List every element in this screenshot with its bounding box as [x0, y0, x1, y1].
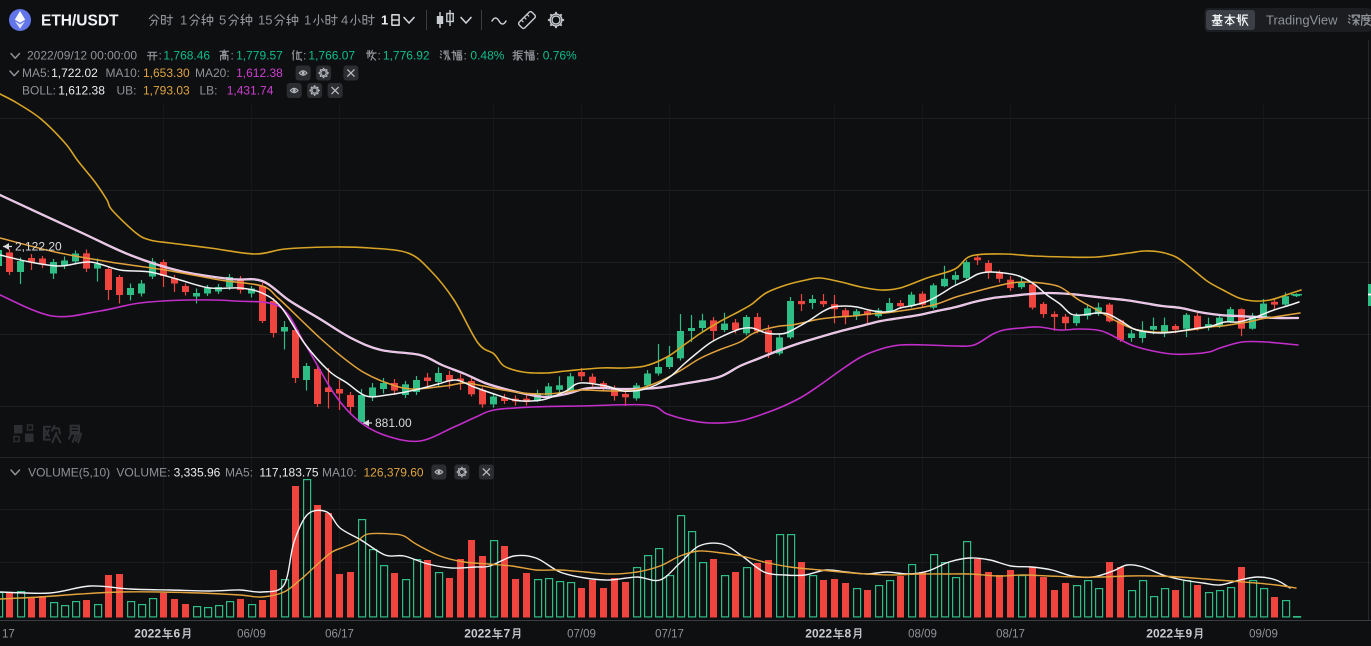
svg-text:MA10:: MA10:: [106, 66, 141, 80]
svg-text:5: 5: [219, 13, 226, 28]
svg-text:8: 8: [845, 627, 852, 641]
svg-text:117,183.75: 117,183.75: [259, 466, 318, 480]
svg-text:2022: 2022: [134, 627, 161, 641]
svg-text:1: 1: [381, 13, 388, 28]
svg-text:2022: 2022: [1146, 627, 1173, 641]
svg-text:2022/09/12 00:00:00: 2022/09/12 00:00:00: [27, 49, 137, 63]
svg-text:1,779.57: 1,779.57: [236, 49, 283, 63]
svg-text:1,793.03: 1,793.03: [143, 84, 190, 98]
svg-text:1: 1: [304, 13, 311, 28]
svg-text:MA20:: MA20:: [195, 66, 230, 80]
svg-text:1,768.46: 1,768.46: [163, 49, 210, 63]
svg-text:08/17: 08/17: [996, 629, 1025, 641]
svg-text:1,766.07: 1,766.07: [308, 49, 355, 63]
svg-text:09/09: 09/09: [1249, 629, 1278, 641]
svg-text::: :: [303, 49, 306, 63]
svg-text:1,612.38: 1,612.38: [236, 66, 283, 80]
svg-text:1,431.74: 1,431.74: [227, 84, 274, 98]
svg-text:MA5:: MA5:: [22, 66, 50, 80]
svg-text:1,722.02: 1,722.02: [51, 66, 98, 80]
svg-text:07/09: 07/09: [567, 629, 596, 641]
svg-text:06/17: 06/17: [325, 629, 354, 641]
svg-text:LB:: LB:: [200, 84, 218, 98]
svg-text:UB:: UB:: [117, 84, 137, 98]
svg-text::: :: [464, 49, 467, 63]
svg-text:06/09: 06/09: [237, 629, 266, 641]
svg-text:881.00: 881.00: [375, 416, 412, 430]
svg-text:7: 7: [504, 627, 511, 641]
svg-text:126,379.60: 126,379.60: [364, 466, 424, 480]
svg-text:ETH/USDT: ETH/USDT: [41, 13, 119, 30]
svg-text:17: 17: [2, 629, 15, 641]
svg-text:9: 9: [1186, 627, 1193, 641]
svg-text:2,122.20: 2,122.20: [15, 240, 62, 254]
svg-text:4: 4: [341, 13, 348, 28]
svg-text:1: 1: [180, 13, 187, 28]
svg-text:MA5:: MA5:: [225, 466, 253, 480]
svg-text:VOLUME(5,10): VOLUME(5,10): [28, 466, 110, 480]
svg-text:BOLL:: BOLL:: [22, 84, 56, 98]
svg-text:MA10:: MA10:: [322, 466, 357, 480]
svg-text:TradingView: TradingView: [1266, 13, 1338, 28]
svg-text:0.76%: 0.76%: [543, 49, 577, 63]
svg-text::: :: [159, 49, 162, 63]
svg-text:VOLUME:: VOLUME:: [116, 466, 170, 480]
svg-text:1,653.30: 1,653.30: [143, 66, 190, 80]
svg-text:2022: 2022: [464, 627, 491, 641]
svg-text::: :: [378, 49, 381, 63]
svg-text:2022: 2022: [805, 627, 832, 641]
svg-text:3,335.96: 3,335.96: [174, 466, 221, 480]
svg-text::: :: [231, 49, 234, 63]
svg-text::: :: [536, 49, 539, 63]
svg-text:07/17: 07/17: [655, 629, 684, 641]
svg-text:15: 15: [258, 13, 272, 28]
svg-text:08/09: 08/09: [908, 629, 937, 641]
svg-text:6: 6: [174, 627, 181, 641]
svg-text:1,612.38: 1,612.38: [58, 84, 105, 98]
svg-text:1,776.92: 1,776.92: [383, 49, 430, 63]
svg-text:0.48%: 0.48%: [470, 49, 504, 63]
